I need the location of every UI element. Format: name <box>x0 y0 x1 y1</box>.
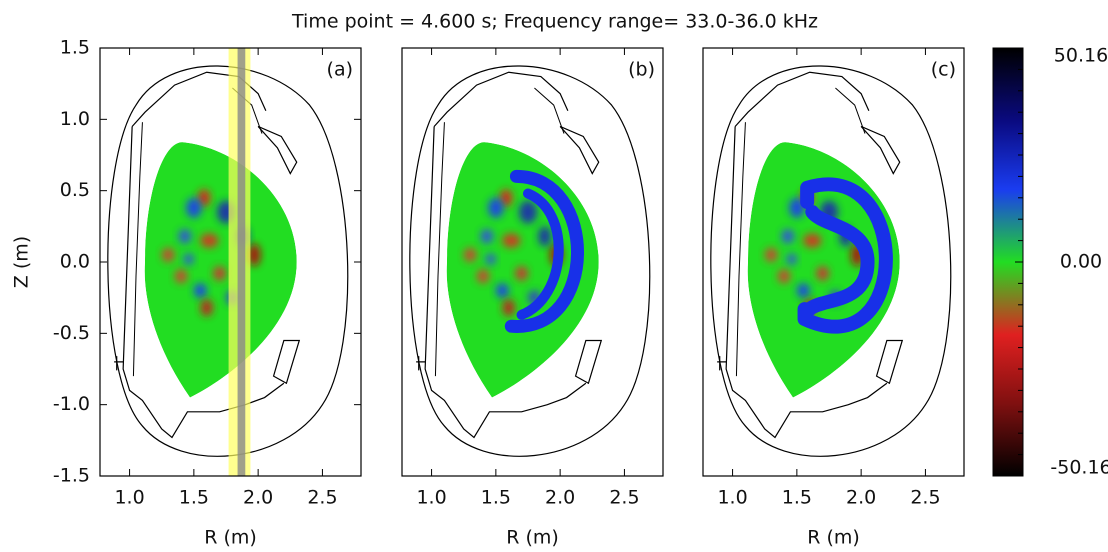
vessel-wall <box>416 71 603 439</box>
x-tick-label: 2.5 <box>910 487 940 509</box>
x-tick-label: 1.0 <box>717 487 747 509</box>
vessel-outline <box>409 65 651 457</box>
mode-blob <box>247 243 261 267</box>
panel: (a) 1.0 1.5 2.0 2.5 1.5 1.0 0.5 0.0 -0.5 -1.0 -1.5 R… <box>11 37 362 549</box>
mode-blob <box>519 200 537 224</box>
x-tick-label: 2.0 <box>545 487 575 509</box>
y-tick-label: 1.5 <box>60 37 90 59</box>
mode-blob <box>803 233 822 248</box>
mode-blob <box>499 189 513 207</box>
x-axis-label: R (m) <box>506 527 559 549</box>
mode-blob <box>463 247 477 262</box>
vessel-inner <box>434 87 565 377</box>
plot-frame <box>401 47 664 477</box>
mode-blob <box>476 269 490 284</box>
x-axis-label: R (m) <box>807 527 860 549</box>
vessel-inner <box>735 87 866 377</box>
plot-frame <box>702 47 965 477</box>
x-tick-label: 2.5 <box>609 487 639 509</box>
mode-blob <box>764 247 778 262</box>
x-tick-label: 2.0 <box>846 487 876 509</box>
x-tick-label: 2.5 <box>307 487 337 509</box>
mode-blob <box>502 299 516 317</box>
x-tick-label: 1.5 <box>179 487 209 509</box>
panel-label: (c) <box>931 59 956 81</box>
colorbar-label: -50.16 <box>1050 457 1108 479</box>
mode-blob <box>200 299 214 317</box>
mode-blob <box>178 229 192 244</box>
x-tick-label: 1.0 <box>114 487 144 509</box>
mode-blob <box>186 197 202 218</box>
los-center <box>237 48 246 476</box>
mode-blob <box>502 233 521 248</box>
vessel-wall <box>717 71 904 439</box>
x-tick-label: 1.0 <box>416 487 446 509</box>
mode-blob <box>161 247 175 262</box>
mode-blob <box>515 266 528 281</box>
y-tick-label: 0.5 <box>60 179 90 201</box>
colorbar-label: 0.00 <box>1060 251 1102 273</box>
x-axis-label: R (m) <box>204 527 257 549</box>
mode-blob <box>816 266 829 281</box>
mode-blob <box>485 253 496 265</box>
mode-blob <box>200 233 219 248</box>
plasma <box>144 142 297 398</box>
mode-blob <box>781 229 795 244</box>
viewing-ring <box>797 177 893 334</box>
y-tick-label: -0.5 <box>53 322 90 344</box>
y-tick-label: 1.0 <box>60 108 90 130</box>
vessel-outline <box>107 65 349 457</box>
mode-blob <box>786 253 797 265</box>
y-axis-label: Z (m) <box>11 236 33 288</box>
panel: (b) 1.0 1.5 2.0 2.5 R (m) <box>401 47 664 549</box>
figure-title: Time point = 4.600 s; Frequency range= 3… <box>291 11 818 33</box>
y-tick-label: -1.5 <box>53 465 90 487</box>
colorbar-label: 50.16 <box>1054 45 1108 67</box>
mode-blob <box>197 189 211 207</box>
viewing-arc <box>516 188 564 320</box>
mode-blob <box>213 266 226 281</box>
mode-blob <box>538 226 552 247</box>
x-tick-label: 1.5 <box>782 487 812 509</box>
mode-blob <box>174 269 188 284</box>
x-tick-label: 1.5 <box>481 487 511 509</box>
mode-blob <box>495 283 509 298</box>
mode-blob <box>488 197 504 218</box>
viewing-arc <box>504 169 584 333</box>
mode-blob <box>480 229 494 244</box>
mode-blob <box>796 283 810 298</box>
mode-blob <box>193 283 207 298</box>
vessel-outline <box>710 65 952 457</box>
panel-label: (b) <box>628 59 655 81</box>
y-tick-label: 0.0 <box>60 251 90 273</box>
y-tick-label: -1.0 <box>53 393 90 415</box>
vessel-wall <box>114 71 301 439</box>
mode-blob <box>183 253 194 265</box>
panel: (c) 1.0 1.5 2.0 2.5 R (m) <box>702 47 965 549</box>
x-tick-label: 2.0 <box>243 487 273 509</box>
panel-label: (a) <box>327 59 353 81</box>
mode-blob <box>777 269 791 284</box>
